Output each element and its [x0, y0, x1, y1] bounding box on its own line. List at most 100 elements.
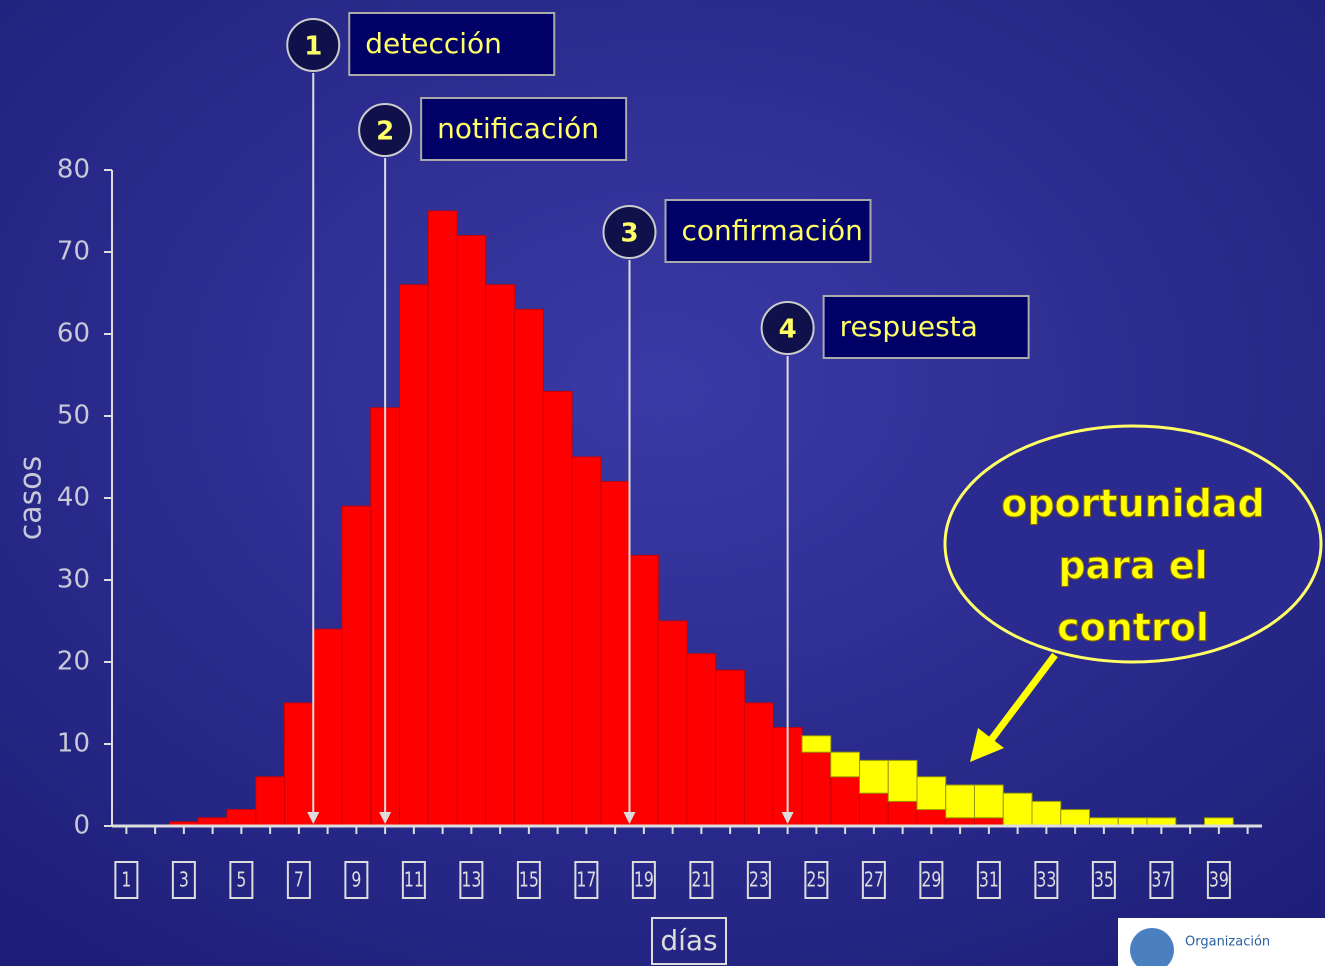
bar [945, 784, 975, 819]
bar [887, 800, 918, 827]
x-tick-label: 33 [1036, 868, 1056, 892]
y-tick-label: 20 [57, 647, 90, 677]
x-tick-label: 27 [864, 868, 884, 892]
bar [830, 751, 860, 778]
annotation-circle [286, 18, 341, 72]
bar [657, 620, 688, 827]
x-tick-label: 17 [576, 868, 596, 892]
bar [399, 284, 429, 827]
bar [1002, 792, 1033, 827]
annotation-box [420, 97, 628, 161]
annotation-number: 1 [304, 32, 322, 62]
x-tick-label: 29 [921, 868, 941, 892]
annotation-number: 4 [779, 315, 797, 345]
bar [514, 308, 544, 827]
x-tick-box [689, 861, 714, 899]
callout-text: oportunidad [1001, 482, 1265, 526]
x-tick-box [1149, 861, 1174, 899]
callout-arrowhead [970, 728, 1004, 762]
x-tick-box [746, 861, 771, 899]
logo-text: Organización [1185, 935, 1270, 950]
x-tick-label: 15 [519, 868, 539, 892]
y-tick-label: 0 [73, 811, 90, 841]
x-tick-box [344, 861, 369, 899]
bar [801, 735, 832, 753]
x-tick-box [861, 861, 886, 899]
bar [916, 776, 947, 811]
x-tick-label: 11 [404, 868, 424, 892]
x-tick-label: 1 [121, 868, 131, 892]
y-tick-label: 60 [57, 319, 90, 349]
annotation-number: 3 [620, 219, 638, 249]
annotation-circle [358, 103, 413, 157]
x-tick-label: 3 [179, 868, 189, 892]
annotation-text: respuesta [840, 310, 978, 343]
x-tick-label: 13 [461, 868, 481, 892]
x-tick-box [1091, 861, 1116, 899]
x-tick-label: 21 [691, 868, 711, 892]
x-tick-label: 23 [749, 868, 769, 892]
x-tick-label: 5 [236, 868, 246, 892]
x-tick-box [1034, 861, 1059, 899]
x-tick-box [976, 861, 1001, 899]
x-tick-box [171, 861, 196, 899]
bar [284, 702, 314, 827]
x-tick-box [919, 861, 944, 899]
bar [312, 628, 343, 827]
callout-text: control [1057, 606, 1209, 650]
y-tick-label: 50 [57, 401, 90, 431]
bar [1060, 809, 1090, 827]
x-tick-box [804, 861, 829, 899]
annotation-circle [602, 205, 657, 259]
x-tick-box [401, 861, 426, 899]
annotation-box [348, 12, 556, 76]
x-tick-label: 9 [351, 868, 361, 892]
x-tick-box [286, 861, 311, 899]
x-tick-label: 35 [1094, 868, 1114, 892]
bar [974, 784, 1004, 819]
x-tick-box [229, 861, 254, 899]
x-tick-label: 7 [294, 868, 304, 892]
bar [255, 776, 285, 827]
bar [715, 669, 745, 827]
x-tick-label: 19 [634, 868, 654, 892]
bar [629, 554, 659, 827]
y-axis-label: casos [14, 456, 49, 541]
bar [1031, 800, 1062, 827]
callout-arrow [982, 652, 1058, 751]
annotation-circle [760, 301, 815, 355]
bar [226, 809, 257, 827]
x-tick-label: 31 [979, 868, 999, 892]
x-tick-box [574, 861, 599, 899]
bar [859, 759, 889, 794]
x-tick-box [114, 861, 139, 899]
annotation-arrowhead [379, 812, 392, 824]
annotation-text: notificación [437, 112, 599, 145]
bar [485, 284, 515, 827]
annotation-text: detección [365, 27, 502, 60]
annotation-box [664, 199, 872, 263]
bar [887, 759, 918, 802]
bar [686, 653, 717, 827]
logo-emblem [1130, 928, 1174, 966]
bar [542, 390, 573, 827]
bar [830, 776, 860, 827]
y-tick-label: 40 [57, 483, 90, 513]
callout-text: para el [1058, 544, 1207, 588]
bar [571, 456, 602, 827]
x-tick-box [459, 861, 484, 899]
x-label-box [651, 917, 727, 965]
bar [456, 235, 487, 827]
annotation-arrowhead [781, 812, 794, 824]
bar [801, 751, 832, 827]
y-tick-label: 30 [57, 565, 90, 595]
annotation-text: confirmación [682, 214, 863, 247]
x-tick-label: 25 [806, 868, 826, 892]
x-tick-label: 37 [1151, 868, 1171, 892]
bar [859, 792, 889, 827]
y-tick-label: 70 [57, 237, 90, 267]
annotation-number: 2 [376, 117, 394, 147]
x-tick-label: 39 [1209, 868, 1229, 892]
annotation-arrowhead [307, 812, 320, 824]
